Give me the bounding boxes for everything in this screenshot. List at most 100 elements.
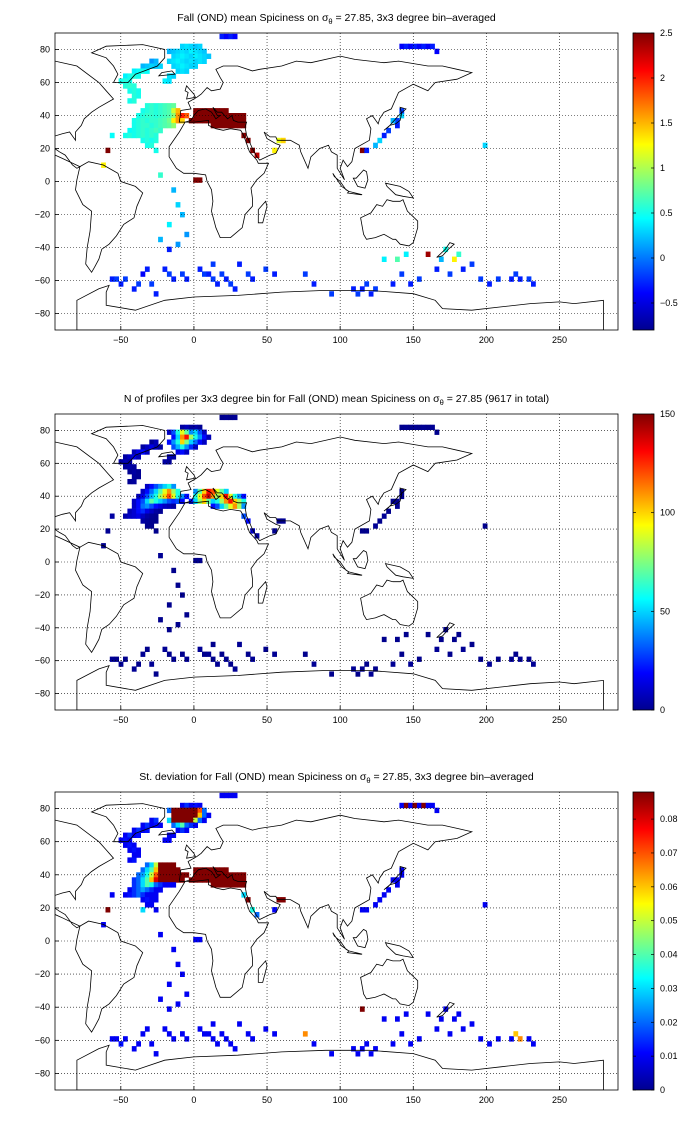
x-tick-label: 150: [406, 335, 421, 345]
heatmap-cell: [180, 592, 185, 598]
heatmap-cell: [136, 872, 141, 878]
x-tick-label: 50: [262, 715, 272, 725]
heatmap-cell: [166, 981, 172, 987]
heatmap-cell: [447, 651, 453, 657]
heatmap-cell: [425, 631, 431, 638]
heatmap-cell: [399, 488, 405, 495]
coastline: [332, 173, 350, 192]
heatmap-cell: [232, 414, 238, 421]
heatmap-cell: [210, 867, 216, 873]
heatmap-cell: [359, 147, 365, 154]
heatmap-cell: [180, 434, 185, 440]
heatmap-cell: [153, 897, 159, 903]
heatmap-cell: [482, 142, 488, 149]
heatmap-cell: [210, 276, 216, 282]
heatmap-cell: [127, 479, 133, 485]
heatmap-cell: [162, 493, 168, 500]
colorbar-tick-label: 2.5: [660, 28, 673, 38]
heatmap-cell: [416, 802, 422, 809]
heatmap-cell: [158, 877, 163, 883]
heatmap-cell: [166, 627, 172, 633]
heatmap-cell: [399, 424, 405, 430]
heatmap-cell: [184, 231, 190, 238]
heatmap-cell: [144, 523, 150, 529]
heatmap-cell: [495, 276, 501, 282]
heatmap-cell: [184, 493, 190, 500]
heatmap-cell: [149, 483, 155, 490]
heatmap-cell: [175, 877, 181, 883]
heatmap-cell: [180, 53, 185, 59]
colorbar-tick-label: 1: [660, 163, 665, 173]
heatmap-cell: [434, 266, 440, 272]
heatmap-cell: [430, 802, 435, 809]
heatmap-cell: [399, 867, 405, 873]
heatmap-cell: [456, 631, 462, 638]
heatmap-cell: [140, 488, 146, 495]
coastline: [360, 958, 419, 1007]
heatmap-cell: [202, 434, 207, 440]
heatmap-cell: [180, 877, 185, 883]
x-tick-label: 0: [191, 335, 196, 345]
heatmap-cell: [127, 98, 133, 104]
heatmap-cell: [166, 78, 172, 84]
heatmap-cell: [144, 68, 150, 74]
y-tick-label: 20: [40, 903, 50, 913]
heatmap-cell: [144, 877, 150, 883]
heatmap-cell: [180, 68, 185, 74]
heatmap-cell: [153, 518, 159, 524]
heatmap-cell: [193, 444, 198, 450]
heatmap-cell: [131, 882, 137, 888]
heatmap-cell: [197, 43, 203, 50]
heatmap-cell: [131, 127, 137, 134]
heatmap-cell: [144, 113, 150, 119]
heatmap-cell: [144, 103, 150, 109]
y-tick-label: −60: [35, 1035, 50, 1045]
heatmap-cell: [127, 508, 133, 514]
heatmap-cell: [171, 807, 177, 814]
heatmap-cell: [158, 862, 163, 868]
heatmap-cell: [175, 58, 181, 64]
coastline: [257, 960, 268, 983]
heatmap-cell: [223, 792, 229, 799]
heatmap-cell: [228, 792, 234, 799]
heatmap-cell: [241, 113, 247, 119]
x-tick-label: 200: [479, 335, 494, 345]
heatmap-cell: [223, 108, 229, 114]
heatmap-cell: [166, 488, 172, 495]
heatmap-cell: [127, 513, 133, 519]
heatmap-cell: [531, 1041, 536, 1047]
heatmap-cell: [109, 656, 115, 662]
coastline: [75, 161, 144, 274]
heatmap-cell: [136, 661, 141, 667]
coastline: [55, 441, 115, 550]
colorbar-tick-label: 0.06: [660, 882, 678, 892]
heatmap-cell: [136, 93, 141, 99]
heatmap-cell: [495, 1036, 501, 1042]
heatmap-cell: [381, 256, 387, 262]
heatmap-cell: [399, 1031, 405, 1037]
heatmap-cell: [149, 444, 155, 450]
heatmap-cell: [158, 887, 163, 893]
heatmap-cell: [162, 882, 168, 888]
heatmap-cell: [158, 118, 163, 124]
heatmap-cell: [184, 812, 190, 819]
x-tick-label: −50: [113, 1095, 128, 1105]
heatmap-cell: [193, 58, 198, 64]
heatmap-cell: [377, 518, 383, 524]
heatmap-cell: [184, 827, 190, 833]
heatmap-cell: [351, 666, 356, 672]
heatmap-cell: [364, 907, 370, 913]
heatmap-cell: [403, 631, 409, 638]
heatmap-cell: [460, 266, 466, 272]
heatmap-cell: [188, 444, 194, 450]
heatmap-cell: [232, 33, 238, 40]
heatmap-cell: [144, 108, 150, 114]
heatmap-cell: [175, 439, 181, 445]
heatmap-cell: [144, 822, 150, 828]
heatmap-cell: [153, 439, 159, 445]
heatmap-cell: [403, 43, 409, 50]
heatmap-cell: [373, 523, 378, 529]
heatmap-cell: [184, 58, 190, 64]
heatmap-cell: [202, 1031, 207, 1037]
heatmap-cell: [184, 807, 190, 814]
